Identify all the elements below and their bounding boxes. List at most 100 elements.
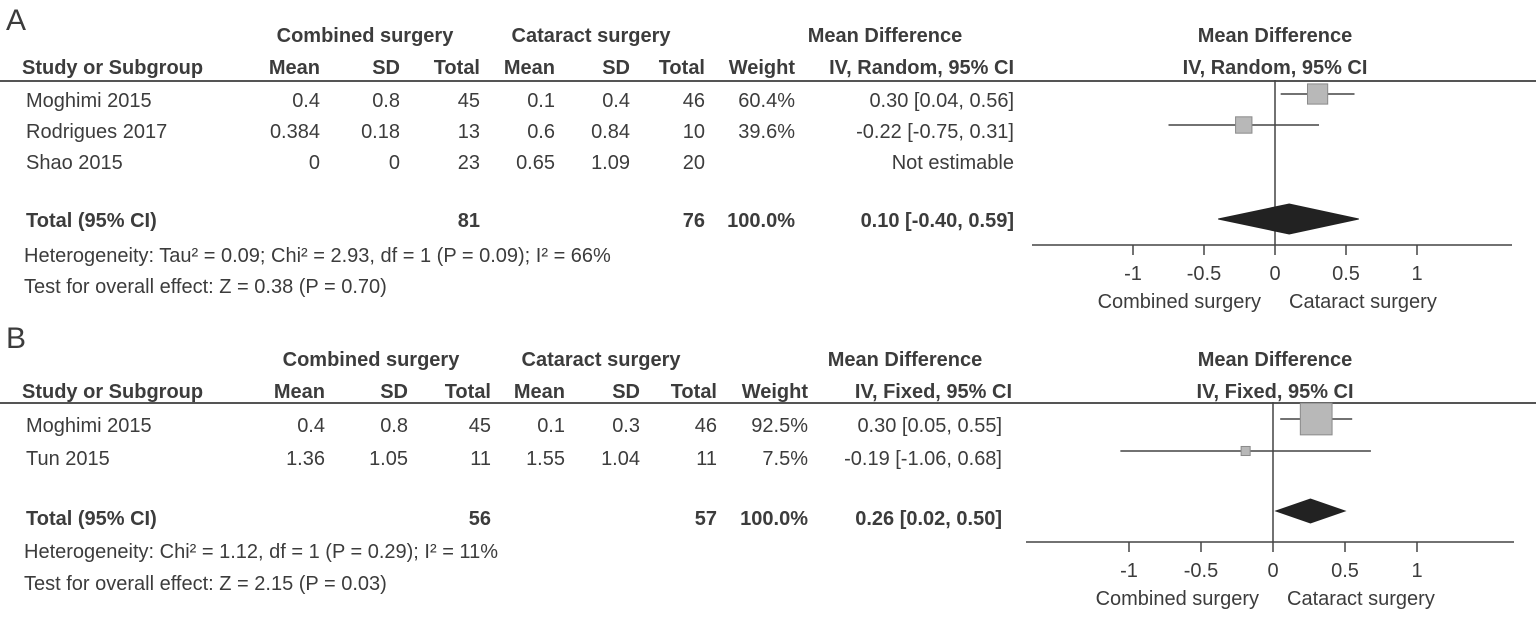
study-name: Tun 2015 [26,448,110,470]
header-rule [0,80,1536,82]
ci-cell: 0.30 [0.04, 0.56] [869,90,1014,112]
study-marker [1306,83,1329,105]
mean1-cell: 0.4 [297,415,325,437]
ci-cell: 0.30 [0.05, 0.55] [857,415,1002,437]
favours-left-label: Combined surgery [1096,588,1259,610]
mean1-cell: 0.384 [269,121,320,143]
mean2-col-header: Mean [513,381,565,403]
group1-header: Combined surgery [276,25,454,47]
pooled-diamond [1218,203,1359,235]
x-tick-label: -1 [1120,560,1138,582]
x-tick-label: 0.5 [1331,560,1359,582]
total2-cell: 20 [682,152,705,174]
study-name: Rodrigues 2017 [26,121,168,143]
weight-col-header: Weight [728,57,795,79]
total2-sum: 76 [682,210,705,232]
weight-cell: 39.6% [738,121,795,143]
weight-col-header: Weight [741,381,808,403]
pooled-diamond [1274,498,1347,524]
favours-left-label: Combined surgery [1098,291,1261,313]
x-tick-label: 1 [1411,263,1422,285]
sd2-cell: 0.4 [602,90,630,112]
plot-title: Mean Difference [1197,349,1353,371]
x-tick-label: -0.5 [1187,263,1221,285]
effect-title: Mean Difference [827,349,983,371]
mean1-cell: 1.36 [286,448,325,470]
heterogeneity-text: Heterogeneity: Chi² = 1.12, df = 1 (P = … [24,541,498,563]
favours-right-label: Cataract surgery [1287,588,1435,610]
weight-cell: 7.5% [762,448,808,470]
mean2-col-header: Mean [503,57,555,79]
study-name: Shao 2015 [26,152,123,174]
total1-sum: 81 [457,210,480,232]
sd2-cell: 0.84 [591,121,630,143]
sd2-cell: 0.3 [612,415,640,437]
ci-cell: Not estimable [891,152,1014,174]
x-tick-label: 0 [1267,560,1278,582]
weight-cell: 60.4% [738,90,795,112]
total2-col-header: Total [658,57,705,79]
sd1-cell: 1.05 [369,448,408,470]
total2-cell: 11 [696,448,717,470]
mean1-cell: 0 [308,152,320,174]
mean1-col-header: Mean [273,381,325,403]
total-label: Total (95% CI) [26,210,157,232]
study-col-header: Study or Subgroup [22,57,204,79]
total-weight: 100.0% [727,210,795,232]
total1-cell: 45 [468,415,491,437]
group2-header: Cataract surgery [511,25,671,47]
total1-col-header: Total [444,381,491,403]
ci-cell: -0.22 [-0.75, 0.31] [856,121,1014,143]
total-weight: 100.0% [740,508,808,530]
effect-title: Mean Difference [807,25,963,47]
total2-cell: 46 [682,90,705,112]
mean1-col-header: Mean [268,57,320,79]
mean2-cell: 0.6 [527,121,555,143]
total-ci: 0.26 [0.02, 0.50] [855,508,1002,530]
mean2-cell: 0.1 [527,90,555,112]
heterogeneity-text: Heterogeneity: Tau² = 0.09; Chi² = 2.93,… [24,245,611,267]
method-col-header: IV, Fixed, 95% CI [854,381,1012,403]
favours-right-label: Cataract surgery [1289,291,1437,313]
plot-method-header: IV, Fixed, 95% CI [1196,381,1354,403]
header-rule [0,402,1536,404]
sd1-cell: 0.18 [361,121,400,143]
study-marker [1240,445,1251,457]
total-label: Total (95% CI) [26,508,157,530]
total-ci: 0.10 [-0.40, 0.59] [860,210,1014,232]
study-marker [1299,402,1333,436]
sd2-cell: 1.04 [601,448,640,470]
group2-header: Cataract surgery [521,349,681,371]
study-name: Moghimi 2015 [26,90,152,112]
weight-cell: 92.5% [751,415,808,437]
mean2-cell: 1.55 [526,448,565,470]
mean1-cell: 0.4 [292,90,320,112]
x-tick-label: -1 [1124,263,1142,285]
plot-method-header: IV, Random, 95% CI [1182,57,1368,79]
sd1-col-header: SD [372,57,400,79]
method-col-header: IV, Random, 95% CI [829,57,1014,79]
sd2-cell: 1.09 [591,152,630,174]
forest-plot-b: -1 -0.5 0 0.5 1 Combined surgery Cataract surg… [1026,402,1514,610]
ci-cell: -0.19 [-1.06, 0.68] [844,448,1002,470]
total2-sum: 57 [694,508,717,530]
total1-cell: 23 [457,152,480,174]
plot-title: Mean Difference [1197,25,1353,47]
mean2-cell: 0.65 [516,152,555,174]
x-tick-label: -0.5 [1184,560,1218,582]
forest-panel-a: A Combined surgery Cataract surgery Mean… [0,0,1536,313]
panel-label: B [6,322,27,355]
sd2-col-header: SD [612,381,640,403]
study-col-header: Study or Subgroup [22,381,204,403]
total2-cell: 46 [694,415,717,437]
sd1-col-header: SD [380,381,408,403]
total1-cell: 11 [470,448,491,470]
total1-cell: 13 [457,121,480,143]
mean2-cell: 0.1 [537,415,565,437]
forest-panel-b: B Combined surgery Cataract surgery Mean… [0,316,1536,624]
sd1-cell: 0.8 [380,415,408,437]
study-name: Moghimi 2015 [26,415,152,437]
total1-cell: 45 [457,90,480,112]
sd2-col-header: SD [602,57,630,79]
x-tick-label: 1 [1411,560,1422,582]
